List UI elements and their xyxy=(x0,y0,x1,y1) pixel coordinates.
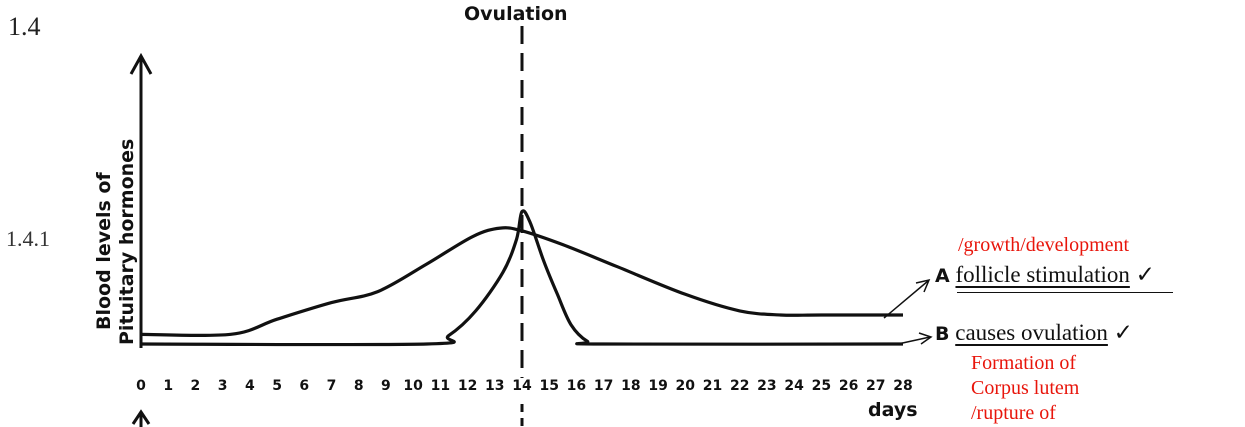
x-tick-label: 28 xyxy=(893,378,912,394)
x-tick-label: 16 xyxy=(567,378,586,394)
series-line-a xyxy=(140,226,903,338)
annotation-b-line2: Corpus lutem xyxy=(971,377,1080,399)
y-axis-label-line1: Blood levels of xyxy=(93,172,115,330)
x-tick-label: 1 xyxy=(163,378,173,394)
answer-a-label: A xyxy=(935,265,950,287)
x-tick-label: 19 xyxy=(648,378,667,394)
x-tick-label: 15 xyxy=(539,378,558,394)
answer-a-tick-icon: ✓ xyxy=(1135,262,1155,287)
x-tick-label: 8 xyxy=(354,378,364,394)
pointer-arrow-b xyxy=(897,336,931,345)
x-tick-label: 7 xyxy=(327,378,337,394)
answer-b-label: B xyxy=(935,323,950,345)
x-tick-label: 12 xyxy=(458,378,477,394)
answer-b-tick-icon: ✓ xyxy=(1113,320,1133,345)
answer-a-underline xyxy=(957,292,1173,293)
x-tick-label: 22 xyxy=(730,378,749,394)
answer-a: A follicle stimulation ✓ xyxy=(935,262,1155,288)
x-tick-label: 14 xyxy=(512,378,532,394)
x-tick-label: 6 xyxy=(299,378,309,394)
series-line-b xyxy=(140,209,904,347)
answer-a-text: follicle stimulation xyxy=(955,262,1130,287)
answer-b: B causes ovulation ✓ xyxy=(935,320,1133,346)
x-tick-label: 24 xyxy=(784,378,804,394)
lower-axis-arrow-icon xyxy=(131,409,151,425)
x-tick-label: 21 xyxy=(703,378,722,394)
x-tick-label: 13 xyxy=(485,378,504,394)
x-tick-label: 3 xyxy=(218,378,228,394)
x-tick-label: 26 xyxy=(839,378,858,394)
annotation-b-line1: Formation of xyxy=(971,352,1076,374)
x-tick-label: 23 xyxy=(757,378,776,394)
y-axis-label-line2: Pituitary hormones xyxy=(116,139,138,345)
x-tick-label: 20 xyxy=(676,378,696,394)
sub-question-number: 1.4.1 xyxy=(6,226,50,251)
annotation-a: /growth/development xyxy=(958,234,1130,256)
x-tick-label: 10 xyxy=(403,378,423,394)
chart-title: Ovulation xyxy=(464,3,568,25)
annotation-b-line3: /rupture of xyxy=(971,402,1056,424)
y-axis-arrow-icon xyxy=(129,52,153,75)
x-tick-label: 17 xyxy=(594,378,613,394)
x-tick-label: 18 xyxy=(621,378,640,394)
x-tick-label: 4 xyxy=(245,378,255,394)
x-tick-label: 5 xyxy=(272,378,282,394)
answer-b-text: causes ovulation xyxy=(955,320,1108,345)
x-tick-label: 25 xyxy=(812,378,831,394)
pointer-arrow-a xyxy=(883,280,929,319)
x-tick-label: 27 xyxy=(866,378,885,394)
pointer-arrowhead-a-icon xyxy=(915,278,931,293)
question-number: 1.4 xyxy=(8,12,41,41)
x-tick-label: 2 xyxy=(191,378,201,394)
x-tick-label: 11 xyxy=(431,378,450,394)
x-tick-label: 0 xyxy=(136,378,146,394)
x-tick-label: 9 xyxy=(381,378,391,394)
x-axis-label: days xyxy=(868,399,918,421)
pointer-arrowhead-b-icon xyxy=(918,332,933,345)
